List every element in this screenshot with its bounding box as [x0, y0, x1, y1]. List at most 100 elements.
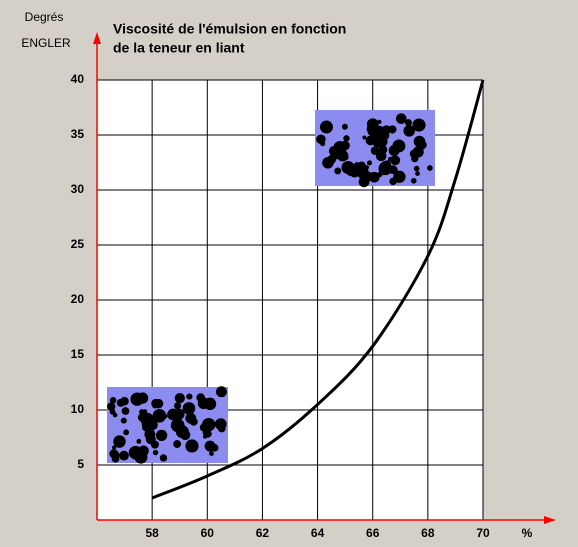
droplet [413, 165, 420, 172]
droplet [395, 113, 407, 124]
droplet [109, 397, 117, 404]
droplet [121, 407, 130, 415]
droplet [120, 396, 129, 406]
droplet [167, 408, 179, 421]
droplet [107, 402, 116, 411]
droplet [393, 170, 406, 183]
y-tick-label: 15 [71, 347, 85, 361]
x-tick-label: 60 [201, 526, 215, 540]
y-tick-label: 30 [71, 182, 85, 196]
droplet [217, 424, 226, 433]
droplet [327, 155, 337, 165]
droplet [204, 424, 209, 429]
droplet [189, 417, 198, 426]
droplet [341, 123, 348, 130]
droplet [388, 165, 398, 175]
droplet [316, 134, 326, 145]
x-tick-label: 70 [476, 526, 490, 540]
droplet [365, 135, 376, 146]
droplet [409, 149, 418, 158]
x-axis-arrow [544, 516, 556, 524]
droplet [162, 413, 168, 419]
droplet [152, 409, 167, 423]
droplet [144, 428, 156, 440]
droplet [209, 451, 214, 456]
droplet [390, 155, 401, 166]
droplet [366, 160, 373, 166]
y-tick-label: 35 [71, 127, 85, 141]
droplet [180, 429, 191, 441]
droplet [170, 418, 185, 433]
droplet [410, 177, 417, 184]
y-axis-arrow [93, 32, 101, 44]
droplet [123, 429, 130, 436]
droplet [357, 161, 366, 170]
y-tick-label: 10 [71, 402, 85, 416]
droplet [392, 139, 406, 153]
droplet [340, 140, 350, 151]
droplet [378, 145, 388, 154]
droplet [119, 450, 129, 461]
x-tick-label: 58 [145, 526, 159, 540]
x-tick-label: 68 [421, 526, 435, 540]
droplet [322, 124, 328, 129]
y-axis-label: ENGLER [21, 36, 71, 50]
droplet [120, 417, 127, 424]
droplet [210, 444, 219, 452]
droplets-low [107, 386, 227, 464]
droplet [362, 135, 367, 140]
y-tick-label: 40 [71, 72, 85, 86]
y-tick-label: 5 [77, 457, 84, 471]
droplet [155, 429, 168, 442]
droplet [403, 125, 415, 137]
droplet [147, 418, 155, 426]
x-axis-label: % [522, 526, 533, 540]
x-tick-label: 66 [366, 526, 380, 540]
droplet [137, 392, 149, 404]
droplet [136, 438, 142, 444]
droplet [152, 449, 159, 456]
droplet [334, 167, 342, 175]
droplet [203, 434, 208, 439]
curve [151, 79, 485, 500]
droplet [174, 392, 185, 404]
y-axis-label: Degrés [25, 10, 64, 24]
droplet [109, 449, 119, 459]
chart-title-line: de la teneur en liant [113, 40, 245, 56]
droplet [182, 402, 196, 415]
droplet [378, 161, 392, 176]
droplet [336, 149, 349, 162]
droplet [112, 412, 118, 418]
chart-title-line: Viscosité de l'émulsion en fonction [113, 21, 346, 37]
x-tick-label: 62 [256, 526, 270, 540]
droplet [196, 393, 205, 402]
droplet [202, 417, 216, 432]
droplet [111, 445, 117, 450]
droplet [364, 165, 370, 170]
droplet [370, 146, 380, 155]
droplet [414, 139, 422, 147]
droplet [185, 439, 199, 453]
droplet [134, 450, 148, 464]
droplet [366, 118, 379, 131]
y-tick-label: 20 [71, 292, 85, 306]
droplet [415, 171, 420, 176]
x-tick-label: 64 [311, 526, 325, 540]
droplets-high [316, 113, 433, 188]
droplet [404, 119, 412, 127]
droplet [343, 135, 350, 142]
droplet [174, 402, 182, 410]
droplet [150, 440, 159, 449]
droplet [152, 402, 158, 409]
droplet [186, 393, 193, 400]
droplet [412, 118, 426, 132]
droplet [173, 440, 182, 448]
droplet [374, 135, 382, 143]
droplet [159, 454, 168, 462]
droplet [328, 145, 340, 157]
droplet [368, 171, 380, 183]
droplet [113, 435, 126, 448]
droplet [427, 165, 433, 171]
